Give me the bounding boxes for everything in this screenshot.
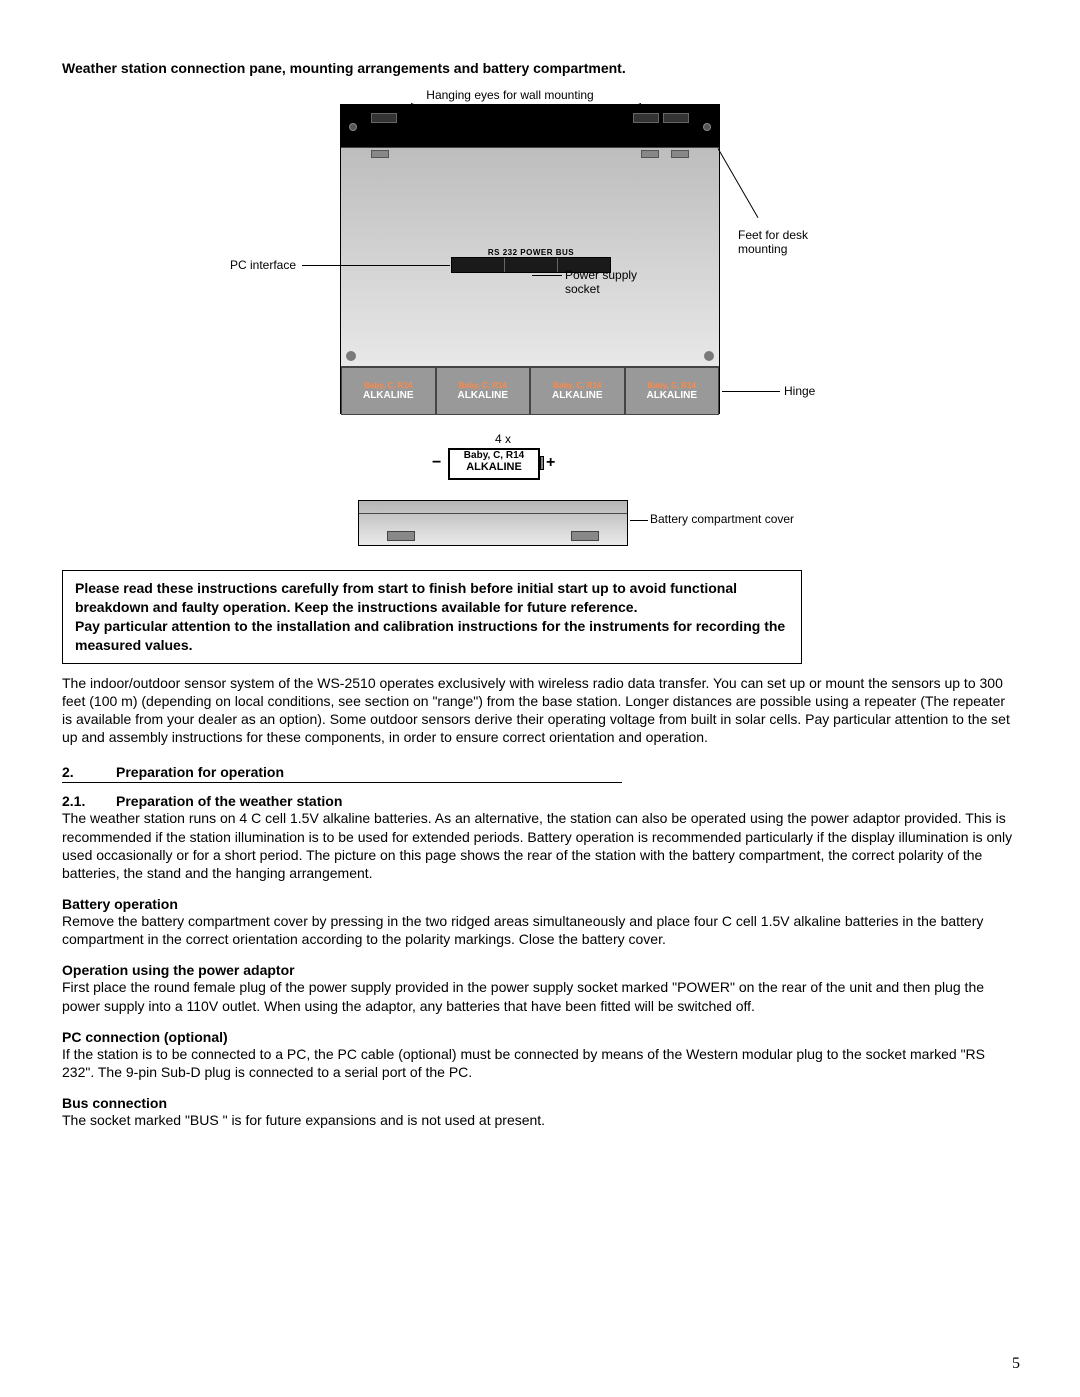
polarity-plus: + xyxy=(546,454,555,472)
section-2-1-number: 2.1. xyxy=(62,793,116,809)
section-2-1-title: Preparation of the weather station xyxy=(116,793,342,809)
pc-interface-label: PC interface xyxy=(230,258,296,272)
notice-para-1: Please read these instructions carefully… xyxy=(75,579,789,617)
power-adaptor-heading: Operation using the power adaptor xyxy=(62,962,1018,978)
battery-cover-label: Battery compartment cover xyxy=(650,512,810,526)
battery-count-label: 4 x xyxy=(495,432,511,446)
rear-panel-illustration: RS 232 POWER BUS Baby, C, R14ALKALINE Ba… xyxy=(340,104,720,414)
battery-spec-cell: Baby, C, R14 ALKALINE xyxy=(448,448,540,480)
port-strip-label: RS 232 POWER BUS xyxy=(451,248,611,257)
section-2-number: 2. xyxy=(62,764,116,780)
intro-paragraph: The indoor/outdoor sensor system of the … xyxy=(62,674,1018,747)
power-supply-label: Power supply socket xyxy=(565,268,655,297)
section-2-heading: 2. Preparation for operation xyxy=(62,760,1018,780)
pc-connection-body: If the station is to be connected to a P… xyxy=(62,1045,1018,1081)
battery-spec-block: 4 x − Baby, C, R14 ALKALINE + xyxy=(230,432,850,488)
battery-operation-body: Remove the battery compartment cover by … xyxy=(62,912,1018,948)
section-2-underline xyxy=(62,782,622,783)
hanging-eyes-label: Hanging eyes for wall mounting xyxy=(170,88,850,102)
section-2-title: Preparation for operation xyxy=(116,764,284,780)
polarity-minus: − xyxy=(432,454,441,472)
bus-connection-heading: Bus connection xyxy=(62,1095,1018,1111)
feet-label: Feet for desk mounting xyxy=(738,228,848,257)
warning-notice: Please read these instructions carefully… xyxy=(62,570,802,664)
battery-row: Baby, C, R14ALKALINE Baby, C, R14ALKALIN… xyxy=(341,367,719,415)
page-number: 5 xyxy=(1012,1355,1020,1373)
battery-cover-diagram: Battery compartment cover xyxy=(230,500,850,562)
hinge-label: Hinge xyxy=(784,384,815,398)
power-adaptor-body: First place the round female plug of the… xyxy=(62,978,1018,1014)
battery-operation-heading: Battery operation xyxy=(62,896,1018,912)
section-2-1-heading: 2.1. Preparation of the weather station xyxy=(62,793,1018,809)
connection-diagram: Hanging eyes for wall mounting RS 232 PO… xyxy=(230,88,850,414)
notice-para-2: Pay particular attention to the installa… xyxy=(75,617,789,655)
bus-connection-body: The socket marked "BUS " is for future e… xyxy=(62,1111,1018,1129)
pc-connection-heading: PC connection (optional) xyxy=(62,1029,1018,1045)
section-2-1-body: The weather station runs on 4 C cell 1.5… xyxy=(62,809,1018,882)
page-title: Weather station connection pane, mountin… xyxy=(62,60,1018,76)
